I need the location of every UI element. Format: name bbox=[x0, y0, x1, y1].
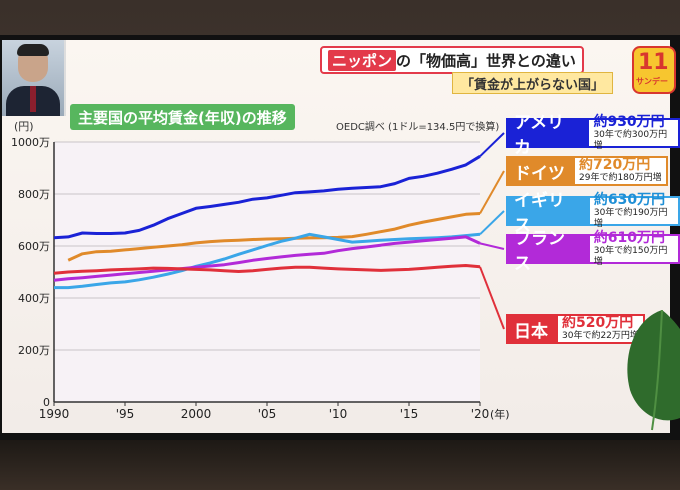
x-tick-label-6: '20 bbox=[471, 407, 490, 421]
x-tick-label-3: '05 bbox=[258, 407, 277, 421]
legend-connector-4 bbox=[479, 266, 505, 330]
show-logo: 11 サンデー bbox=[632, 46, 676, 94]
subtopic-banner: 「賃金が上がらない国」 bbox=[452, 72, 614, 94]
legend-germany: ドイツ 約720万円 29年で約180万円増 bbox=[506, 156, 668, 186]
legend-increase-germany: 29年で約180万円増 bbox=[579, 173, 662, 183]
legend-connector-1 bbox=[479, 170, 505, 214]
legend-france: フランス 約610万円 30年で約150万円増 bbox=[506, 229, 680, 274]
legend-value-box-usa: 約930万円 30年で約300万円増 bbox=[587, 113, 680, 151]
series-line-0 bbox=[53, 155, 481, 240]
presenter-tie bbox=[30, 86, 36, 112]
y-tick-label-0: 0 bbox=[43, 396, 50, 409]
x-tick-label-0: 1990 bbox=[39, 407, 70, 421]
x-tick-label-1: '95 bbox=[116, 407, 135, 421]
tv-stand-area bbox=[0, 440, 680, 490]
y-tick-label-5: 1000万 bbox=[11, 136, 50, 149]
source-note: OEDC調べ (1ドル=134.5円で換算) bbox=[336, 122, 500, 133]
legend-country-japan: 日本 bbox=[506, 314, 556, 344]
x-tick-label-5: '15 bbox=[400, 407, 419, 421]
legend-amount-japan: 約520万円 bbox=[562, 315, 634, 331]
logo-text: サンデー bbox=[636, 77, 668, 86]
series-line-4 bbox=[53, 264, 481, 275]
legend-value-box-uk: 約630万円 30年で約190万円増 bbox=[587, 191, 680, 229]
legend-increase-japan: 30年で約22万円増 bbox=[562, 331, 639, 341]
presenter-hair bbox=[17, 44, 49, 56]
legend-connector-3 bbox=[479, 242, 505, 250]
y-tick-label-4: 800万 bbox=[18, 188, 50, 201]
legend-japan: 日本 約520万円 30年で約22万円増 bbox=[506, 314, 645, 344]
legend-increase-france: 30年で約150万円増 bbox=[593, 245, 668, 267]
chart-title: 主要国の平均賃金(年収)の推移 bbox=[70, 104, 295, 130]
legend-value-box-germany: 約720万円 29年で約180万円増 bbox=[573, 156, 668, 186]
plant-leaf-foreground bbox=[627, 309, 680, 431]
x-tick-label-4: '10 bbox=[329, 407, 348, 421]
x-tick-label-2: 2000 bbox=[181, 407, 212, 421]
topic-rest: の「物価高」世界との違い bbox=[396, 51, 576, 70]
legend-usa: アメリカ 約930万円 30年で約300万円増 bbox=[506, 113, 680, 158]
logo-number: 11 bbox=[638, 50, 669, 75]
series-line-2 bbox=[54, 232, 481, 290]
y-tick-label-2: 400万 bbox=[18, 292, 50, 305]
legend-uk: イギリス 約630万円 30年で約190万円増 bbox=[506, 191, 680, 236]
legend-amount-germany: 約720万円 bbox=[579, 157, 651, 173]
legend-connector-0 bbox=[479, 132, 505, 158]
y-tick-label-3: 600万 bbox=[18, 240, 50, 253]
topic-highlight: ニッポン bbox=[328, 49, 397, 71]
legend-country-uk: イギリス bbox=[506, 191, 588, 236]
legend-country-france: フランス bbox=[506, 229, 588, 274]
series-line-3 bbox=[53, 235, 481, 282]
legend-country-germany: ドイツ bbox=[506, 156, 573, 186]
legend-country-usa: アメリカ bbox=[506, 113, 588, 158]
topic-banner: ニッポン の「物価高」世界との違い bbox=[320, 46, 584, 74]
y-tick-label-1: 200万 bbox=[18, 344, 50, 357]
legend-value-box-france: 約610万円 30年で約150万円増 bbox=[587, 229, 680, 267]
legend-increase-usa: 30年で約300万円増 bbox=[593, 129, 668, 151]
legend-value-box-japan: 約520万円 30年で約22万円増 bbox=[556, 314, 645, 344]
plot-area bbox=[54, 142, 480, 402]
x-axis-unit: (年) bbox=[490, 407, 510, 421]
series-line-1 bbox=[67, 212, 481, 262]
legend-increase-uk: 30年で約190万円増 bbox=[593, 207, 668, 229]
legend-connector-2 bbox=[479, 210, 505, 236]
y-axis-unit: (円) bbox=[14, 120, 34, 133]
presenter-inset bbox=[2, 40, 66, 116]
legend-amount-france: 約610万円 bbox=[593, 229, 665, 246]
legend-amount-usa: 約930万円 bbox=[593, 113, 665, 130]
legend-amount-uk: 約630万円 bbox=[593, 191, 666, 208]
